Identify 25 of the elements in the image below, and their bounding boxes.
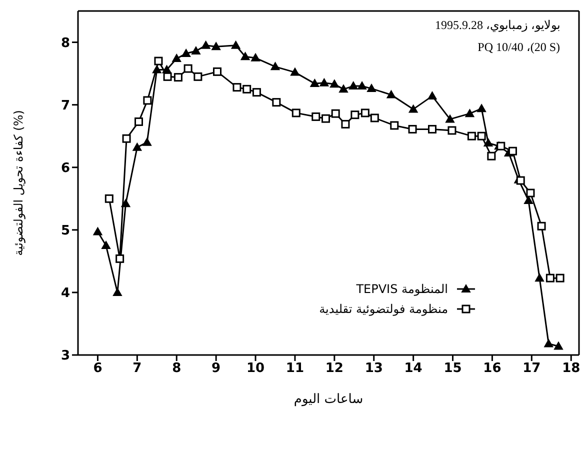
x-axis-title: ساعات اليوم [294, 392, 364, 407]
x-tick-label: 11 [286, 361, 304, 376]
x-tick-label: 7 [132, 361, 142, 376]
x-tick-label: 10 [246, 361, 265, 376]
y-tick-label: 3 [60, 348, 70, 364]
annotation: PQ 10/40 ،(20 S) [476, 39, 560, 56]
y-axis-title: كفاءة تحويل الفولتضوئية (%) [11, 110, 26, 256]
x-tick-label: 8 [172, 361, 182, 376]
x-tick-label: 14 [404, 361, 422, 376]
x-tick-label: 9 [212, 361, 221, 376]
x-tick-label: 12 [325, 361, 344, 376]
y-tick-label: 8 [60, 36, 70, 51]
x-tick-label: 16 [483, 361, 502, 376]
x-tick-label: 13 [364, 361, 383, 376]
x-tick-label: 15 [444, 361, 462, 376]
annotation: بولايو، زمبابوي، 1995.9.28 [435, 17, 560, 34]
y-tick-label: 4 [60, 286, 70, 302]
x-tick-label: 17 [522, 361, 541, 376]
legend-label: المنظومة TEPVIS [356, 282, 448, 296]
y-tick-label: 5 [60, 224, 70, 239]
y-tick-label: 6 [60, 160, 70, 176]
x-tick-label: 18 [562, 361, 580, 376]
y-tick-label: 7 [60, 98, 70, 114]
legend-label: منظومة فولتضوئية تقليدية [319, 302, 448, 316]
x-tick-label: 6 [93, 361, 102, 376]
